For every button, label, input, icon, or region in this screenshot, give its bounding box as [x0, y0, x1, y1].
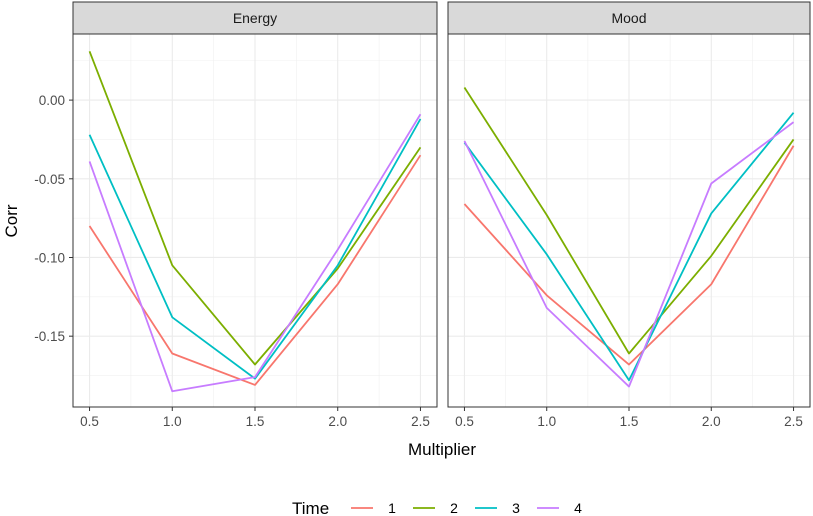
series-line-time-3	[463, 112, 795, 382]
series-line-time-2	[88, 50, 422, 366]
y-tick-label: -0.10	[34, 250, 65, 265]
series-line-time-2	[463, 87, 795, 355]
strip-title: Mood	[611, 10, 646, 26]
series-line-time-3	[88, 118, 422, 380]
x-tick-label: 0.5	[455, 414, 474, 429]
strip-title: Energy	[233, 10, 277, 26]
y-tick-label: 0.00	[39, 93, 65, 108]
x-tick-label: 1.0	[537, 414, 556, 429]
legend-label-time-2: 2	[450, 500, 458, 516]
y-tick-label: -0.05	[34, 172, 65, 187]
y-axis-title: Corr	[2, 204, 21, 237]
x-tick-label: 2.5	[411, 414, 430, 429]
x-tick-label: 2.5	[784, 414, 803, 429]
strip-background	[72, 1, 438, 35]
series-line-time-1	[463, 145, 795, 366]
series-line-time-4	[88, 113, 422, 393]
x-tick-label: 1.5	[246, 414, 265, 429]
x-axis-title: Multiplier	[408, 440, 476, 459]
y-tick-label: -0.15	[34, 329, 65, 344]
legend-title: Time	[292, 499, 329, 516]
facet-panel-mood: Mood 0.5 1.0 1.5 2.0 2.5	[447, 1, 811, 429]
x-tick-label: 0.5	[80, 414, 99, 429]
x-tick-label: 2.0	[702, 414, 721, 429]
legend: Time 1 2 3 4	[292, 499, 582, 516]
x-tick-label: 2.0	[328, 414, 347, 429]
x-tick-label: 1.5	[620, 414, 639, 429]
strip-background	[447, 1, 811, 35]
x-tick-label: 1.0	[163, 414, 182, 429]
series-line-time-1	[88, 154, 422, 386]
facet-panel-energy: Energy 0.5 1.0 1.5 2.0 2.5	[72, 1, 438, 429]
legend-label-time-1: 1	[388, 500, 396, 516]
legend-label-time-4: 4	[574, 500, 582, 516]
series-line-time-4	[463, 121, 795, 388]
legend-label-time-3: 3	[512, 500, 520, 516]
